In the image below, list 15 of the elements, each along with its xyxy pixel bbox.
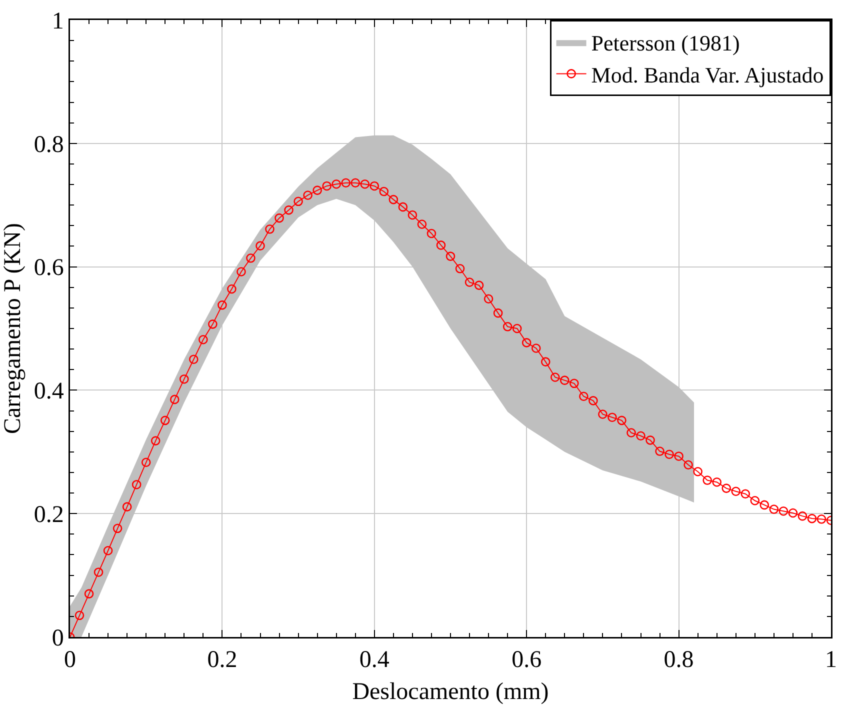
y-tick-label: 0.6 [34,255,64,282]
x-tick-label: 0.4 [359,647,390,674]
y-tick-label: 1 [52,8,64,34]
x-tick-label: 0.6 [512,647,542,674]
y-axis-title: Carregamento P (KN) [0,222,26,434]
legend-label: Mod. Banda Var. Ajustado [591,62,824,88]
x-tick-label: 0.2 [207,647,238,674]
legend-label: Petersson (1981) [591,30,740,56]
y-tick-label: 0.2 [34,502,64,528]
x-axis-title: Deslocamento (mm) [352,679,549,706]
x-tick-label: 1 [825,647,837,674]
x-tick-label: 0.8 [664,647,694,674]
y-tick-label: 0 [52,625,64,652]
y-tick-label: 0.4 [34,378,64,405]
y-tick-label: 0.8 [34,132,64,158]
